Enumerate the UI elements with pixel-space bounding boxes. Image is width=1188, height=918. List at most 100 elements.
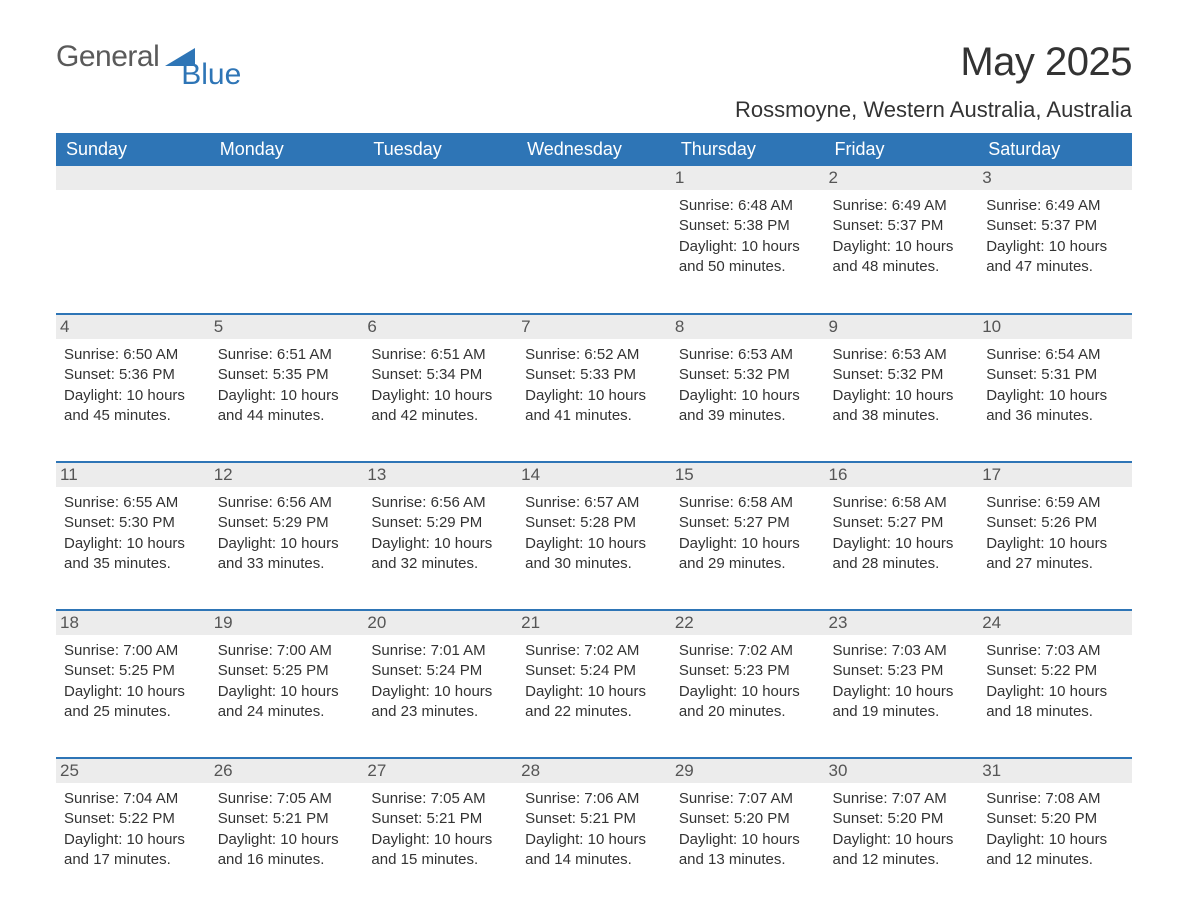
calendar-cell: 18Sunrise: 7:00 AMSunset: 5:25 PMDayligh… — [56, 610, 210, 758]
day-number: 24 — [978, 611, 1132, 635]
sunrise-line: Sunrise: 7:05 AM — [371, 789, 509, 809]
daylight-line: Daylight: 10 hours and 50 minutes. — [679, 237, 817, 278]
daylight-line: Daylight: 10 hours and 19 minutes. — [833, 682, 971, 723]
sunrise-line: Sunrise: 6:57 AM — [525, 493, 663, 513]
day-number: 7 — [517, 315, 671, 339]
daylight-line: Daylight: 10 hours and 16 minutes. — [218, 830, 356, 871]
sunset-line: Sunset: 5:37 PM — [986, 216, 1124, 236]
day-content: Sunrise: 7:07 AMSunset: 5:20 PMDaylight:… — [679, 789, 817, 870]
sunset-line: Sunset: 5:29 PM — [371, 513, 509, 533]
weekday-header: Sunday — [56, 133, 210, 166]
sunset-line: Sunset: 5:23 PM — [679, 661, 817, 681]
day-content: Sunrise: 6:49 AMSunset: 5:37 PMDaylight:… — [986, 196, 1124, 277]
sunset-line: Sunset: 5:36 PM — [64, 365, 202, 385]
day-content: Sunrise: 7:03 AMSunset: 5:22 PMDaylight:… — [986, 641, 1124, 722]
sunset-line: Sunset: 5:20 PM — [986, 809, 1124, 829]
day-number: 17 — [978, 463, 1132, 487]
weekday-header: Friday — [825, 133, 979, 166]
calendar-cell: 22 Sunrise: 7:02 AMSunset: 5:23 PMDayligh… — [671, 610, 825, 758]
calendar-cell: 26 Sunrise: 7:05 AMSunset: 5:21 PMDayligh… — [210, 758, 364, 906]
sunrise-line: Sunrise: 6:50 AM — [64, 345, 202, 365]
sunrise-line: Sunrise: 7:06 AM — [525, 789, 663, 809]
daylight-line: Daylight: 10 hours and 20 minutes. — [679, 682, 817, 723]
sunset-line: Sunset: 5:30 PM — [64, 513, 202, 533]
daylight-line: Daylight: 10 hours and 29 minutes. — [679, 534, 817, 575]
logo: General Blue — [56, 40, 259, 74]
day-number: 3 — [978, 166, 1132, 190]
location-label: Rossmoyne, Western Australia, Australia — [56, 97, 1132, 123]
day-number: 6 — [363, 315, 517, 339]
sunrise-line: Sunrise: 7:05 AM — [218, 789, 356, 809]
daylight-line: Daylight: 10 hours and 12 minutes. — [986, 830, 1124, 871]
calendar-cell: 14Sunrise: 6:57 AMSunset: 5:28 PMDayligh… — [517, 462, 671, 610]
calendar-cell — [363, 166, 517, 314]
calendar-cell: 19Sunrise: 7:00 AMSunset: 5:25 PMDayligh… — [210, 610, 364, 758]
daylight-line: Daylight: 10 hours and 17 minutes. — [64, 830, 202, 871]
calendar-cell: 6Sunrise: 6:51 AMSunset: 5:34 PMDaylight… — [363, 314, 517, 462]
calendar-cell: 12Sunrise: 6:56 AMSunset: 5:29 PMDayligh… — [210, 462, 364, 610]
sunset-line: Sunset: 5:21 PM — [218, 809, 356, 829]
day-number: 25 — [56, 759, 210, 783]
weekday-header: Saturday — [978, 133, 1132, 166]
sunrise-line: Sunrise: 6:56 AM — [371, 493, 509, 513]
calendar-week-row: 4Sunrise: 6:50 AMSunset: 5:36 PMDaylight… — [56, 314, 1132, 462]
calendar-cell: 31Sunrise: 7:08 AMSunset: 5:20 PMDayligh… — [978, 758, 1132, 906]
calendar-cell: 20Sunrise: 7:01 AMSunset: 5:24 PMDayligh… — [363, 610, 517, 758]
calendar-cell: 11Sunrise: 6:55 AMSunset: 5:30 PMDayligh… — [56, 462, 210, 610]
sunset-line: Sunset: 5:24 PM — [525, 661, 663, 681]
day-content: Sunrise: 7:02 AMSunset: 5:23 PMDaylight:… — [679, 641, 817, 722]
calendar-cell: 2Sunrise: 6:49 AMSunset: 5:37 PMDaylight… — [825, 166, 979, 314]
day-number: 22 — [671, 611, 825, 635]
sunrise-line: Sunrise: 7:07 AM — [679, 789, 817, 809]
sunrise-line: Sunrise: 6:48 AM — [679, 196, 817, 216]
day-content: Sunrise: 7:03 AMSunset: 5:23 PMDaylight:… — [833, 641, 971, 722]
calendar-cell: 27Sunrise: 7:05 AMSunset: 5:21 PMDayligh… — [363, 758, 517, 906]
sunrise-line: Sunrise: 6:51 AM — [371, 345, 509, 365]
calendar-cell: 10Sunrise: 6:54 AMSunset: 5:31 PMDayligh… — [978, 314, 1132, 462]
calendar-cell: 23 Sunrise: 7:03 AMSunset: 5:23 PMDayligh… — [825, 610, 979, 758]
day-number: 23 — [825, 611, 979, 635]
sunrise-line: Sunrise: 6:49 AM — [986, 196, 1124, 216]
calendar-cell: 5Sunrise: 6:51 AMSunset: 5:35 PMDaylight… — [210, 314, 364, 462]
sunset-line: Sunset: 5:26 PM — [986, 513, 1124, 533]
sunrise-line: Sunrise: 7:04 AM — [64, 789, 202, 809]
sunset-line: Sunset: 5:33 PM — [525, 365, 663, 385]
sunset-line: Sunset: 5:24 PM — [371, 661, 509, 681]
day-number: 26 — [210, 759, 364, 783]
calendar-cell — [517, 166, 671, 314]
day-number: 16 — [825, 463, 979, 487]
sunrise-line: Sunrise: 7:08 AM — [986, 789, 1124, 809]
header: General Blue May 2025 — [56, 40, 1132, 85]
logo-text-general: General — [56, 40, 159, 74]
sunset-line: Sunset: 5:34 PM — [371, 365, 509, 385]
weekday-header: Monday — [210, 133, 364, 166]
day-number: 13 — [363, 463, 517, 487]
calendar-cell: 24 Sunrise: 7:03 AMSunset: 5:22 PMDayligh… — [978, 610, 1132, 758]
calendar-cell: 16Sunrise: 6:58 AMSunset: 5:27 PMDayligh… — [825, 462, 979, 610]
daylight-line: Daylight: 10 hours and 24 minutes. — [218, 682, 356, 723]
daylight-line: Daylight: 10 hours and 28 minutes. — [833, 534, 971, 575]
daylight-line: Daylight: 10 hours and 27 minutes. — [986, 534, 1124, 575]
day-number: 19 — [210, 611, 364, 635]
day-content: Sunrise: 7:04 AMSunset: 5:22 PMDaylight:… — [64, 789, 202, 870]
sunrise-line: Sunrise: 6:52 AM — [525, 345, 663, 365]
sunset-line: Sunset: 5:25 PM — [218, 661, 356, 681]
day-content: Sunrise: 6:56 AMSunset: 5:29 PMDaylight:… — [371, 493, 509, 574]
title-column: May 2025 — [960, 40, 1132, 85]
sunrise-line: Sunrise: 7:02 AM — [679, 641, 817, 661]
day-content: Sunrise: 7:07 AMSunset: 5:20 PMDaylight:… — [833, 789, 971, 870]
sunrise-line: Sunrise: 6:51 AM — [218, 345, 356, 365]
daylight-line: Daylight: 10 hours and 41 minutes. — [525, 386, 663, 427]
day-number: 20 — [363, 611, 517, 635]
day-content: Sunrise: 6:55 AMSunset: 5:30 PMDaylight:… — [64, 493, 202, 574]
calendar-cell: 1Sunrise: 6:48 AMSunset: 5:38 PMDaylight… — [671, 166, 825, 314]
sunrise-line: Sunrise: 6:56 AM — [218, 493, 356, 513]
day-number — [56, 166, 210, 190]
day-number — [210, 166, 364, 190]
sunrise-line: Sunrise: 7:00 AM — [64, 641, 202, 661]
calendar-header: SundayMondayTuesdayWednesdayThursdayFrid… — [56, 133, 1132, 166]
day-content: Sunrise: 6:49 AMSunset: 5:37 PMDaylight:… — [833, 196, 971, 277]
day-number: 5 — [210, 315, 364, 339]
calendar-cell: 8Sunrise: 6:53 AMSunset: 5:32 PMDaylight… — [671, 314, 825, 462]
day-number: 28 — [517, 759, 671, 783]
